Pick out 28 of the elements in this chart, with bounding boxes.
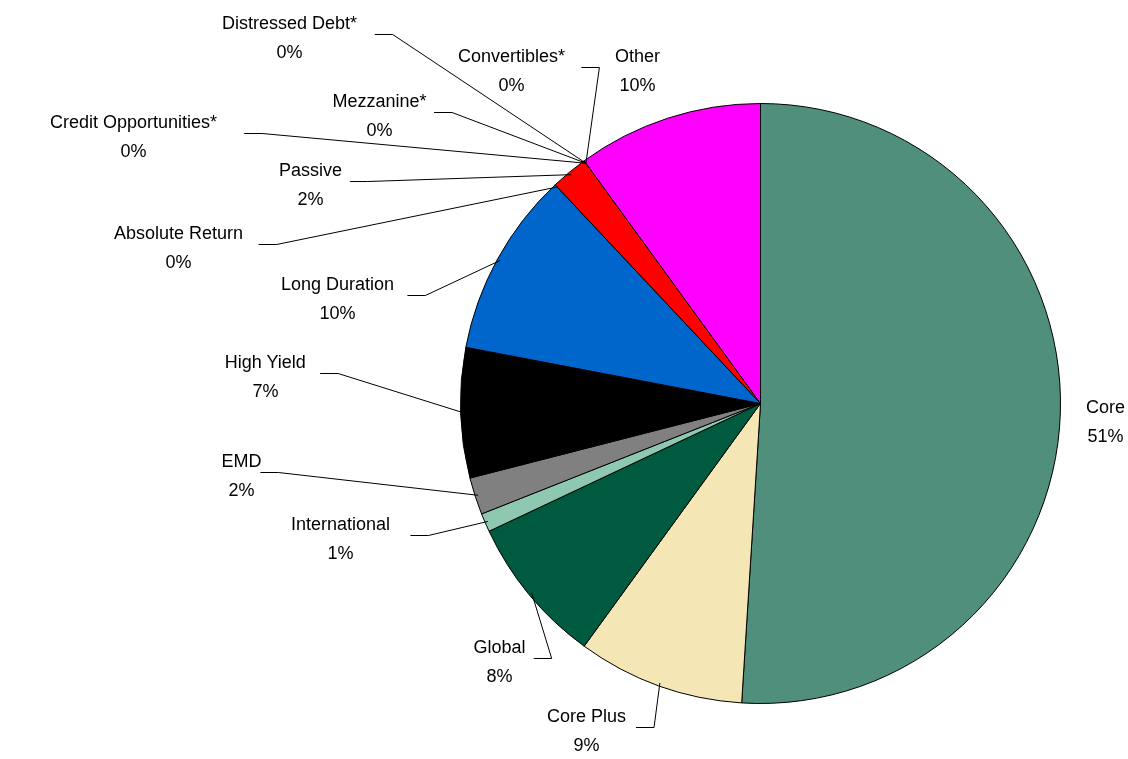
category-label: Mezzanine* <box>332 91 427 111</box>
slice-label: International <box>290 514 391 534</box>
data-label: 2% <box>228 480 255 500</box>
category-label: Absolute Return <box>113 223 244 243</box>
slice-label: Core Plus <box>546 706 627 726</box>
category-label: Convertibles* <box>457 46 566 66</box>
slice-label: Other <box>614 46 661 66</box>
text: 0% <box>276 42 303 62</box>
text: 0% <box>498 75 525 95</box>
data-label: 7% <box>252 381 279 401</box>
data-label: 9% <box>573 735 600 755</box>
slice-label: High Yield <box>224 352 306 372</box>
slice-label: Passive <box>278 160 343 180</box>
slice-label: Long Duration <box>280 274 395 294</box>
text: 0% <box>165 252 192 272</box>
slice-label: Core <box>1085 397 1126 417</box>
data-label: 51% <box>1087 426 1124 446</box>
slice-label: EMD <box>221 451 262 471</box>
category-label: Distressed Debt* <box>221 13 358 33</box>
data-label: 8% <box>486 666 513 686</box>
category-label: Credit Opportunities* <box>49 112 218 132</box>
data-label: 2% <box>297 189 324 209</box>
data-label: 1% <box>327 543 354 563</box>
slice-label: Global <box>473 637 526 657</box>
data-label: 10% <box>319 303 356 323</box>
text: 0% <box>366 120 393 140</box>
data-label: 10% <box>619 75 656 95</box>
text: 0% <box>120 141 147 161</box>
